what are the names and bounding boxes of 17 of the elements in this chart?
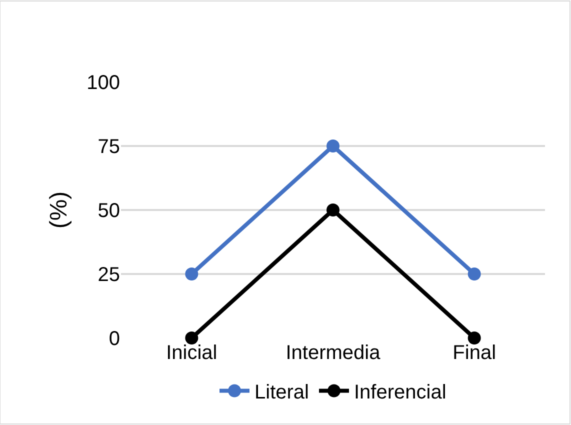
y-tick-label: 100 bbox=[86, 72, 120, 94]
y-tick-label: 25 bbox=[98, 264, 120, 286]
x-tick-label: Intermedia bbox=[286, 342, 382, 364]
point bbox=[185, 268, 198, 280]
y-tick-label: 50 bbox=[98, 200, 120, 222]
legend-label: Inferencial bbox=[354, 382, 446, 404]
x-tick-label: Inicial bbox=[166, 342, 218, 364]
y-tick-label: 0 bbox=[108, 328, 120, 350]
point bbox=[185, 332, 198, 344]
point bbox=[468, 268, 481, 280]
point bbox=[468, 332, 481, 344]
y-axis-title: (%) bbox=[46, 191, 73, 229]
x-tick-label: Final bbox=[452, 342, 496, 364]
point bbox=[326, 140, 340, 152]
legend-label: Literal bbox=[254, 382, 309, 404]
point bbox=[326, 204, 340, 216]
y-tick-label: 75 bbox=[98, 136, 120, 158]
